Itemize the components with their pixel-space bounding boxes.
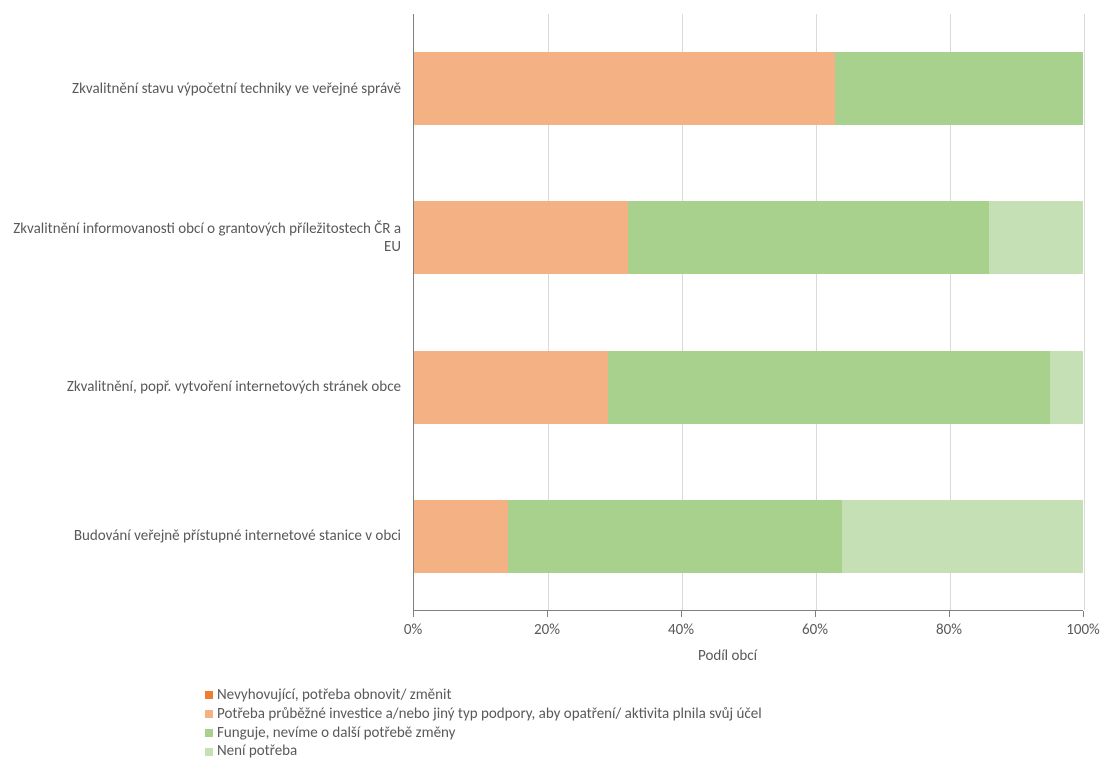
- legend-swatch: [205, 710, 213, 718]
- bar-segment: [1050, 351, 1083, 424]
- x-tickmark: [413, 611, 414, 617]
- legend-swatch: [205, 748, 213, 756]
- legend-swatch: [205, 691, 213, 699]
- bar-segment: [628, 201, 989, 274]
- y-axis-label: Zkvalitnění stavu výpočetní techniky ve …: [10, 14, 401, 163]
- bar-segment: [414, 500, 508, 573]
- bar-segment: [835, 52, 1083, 125]
- x-tick-label: 100%: [1066, 621, 1100, 639]
- x-tickmark: [547, 611, 548, 617]
- bar-segment: [414, 351, 608, 424]
- legend-swatch: [205, 729, 213, 737]
- legend-label: Potřeba průběžné investice a/nebo jiný t…: [217, 705, 762, 724]
- x-tick-label: 80%: [936, 621, 962, 639]
- bar-segment: [414, 201, 628, 274]
- y-axis-label: Budování veřejně přístupné internetové s…: [10, 462, 401, 611]
- bar-row: [414, 52, 1083, 125]
- bar-segment: [842, 500, 1083, 573]
- bar-row: [414, 351, 1083, 424]
- x-tickmark: [681, 611, 682, 617]
- x-tickmark: [815, 611, 816, 617]
- x-tick-label: 0%: [404, 621, 422, 639]
- legend-item: Nevyhovující, potřeba obnovit/ změnit: [205, 686, 762, 705]
- x-tick-label: 20%: [534, 621, 560, 639]
- legend-label: Funguje, nevíme o další potřebě změny: [217, 724, 455, 743]
- legend-item: Potřeba průběžné investice a/nebo jiný t…: [205, 705, 762, 724]
- bar-row: [414, 500, 1083, 573]
- gridline: [1084, 14, 1085, 610]
- y-axis-label: Zkvalitnění, popř. vytvoření internetový…: [10, 313, 401, 462]
- bar-segment: [608, 351, 1050, 424]
- plot-area: [413, 14, 1083, 611]
- y-axis-label: Zkvalitnění informovanosti obcí o granto…: [10, 163, 401, 312]
- x-axis-title: Podíl obcí: [698, 647, 757, 665]
- chart-container: Zkvalitnění stavu výpočetní techniky ve …: [0, 0, 1104, 771]
- bar-row: [414, 201, 1083, 274]
- legend-item: Není potřeba: [205, 742, 762, 761]
- legend-item: Funguje, nevíme o další potřebě změny: [205, 724, 762, 743]
- bar-segment: [989, 201, 1083, 274]
- bar-segment: [414, 52, 835, 125]
- legend-label: Není potřeba: [217, 742, 297, 761]
- x-tickmark: [1083, 611, 1084, 617]
- x-tickmark: [949, 611, 950, 617]
- legend-label: Nevyhovující, potřeba obnovit/ změnit: [217, 686, 452, 705]
- x-tick-label: 40%: [668, 621, 694, 639]
- legend: Nevyhovující, potřeba obnovit/ změnitPot…: [205, 686, 762, 761]
- bar-segment: [508, 500, 843, 573]
- x-tick-label: 60%: [802, 621, 828, 639]
